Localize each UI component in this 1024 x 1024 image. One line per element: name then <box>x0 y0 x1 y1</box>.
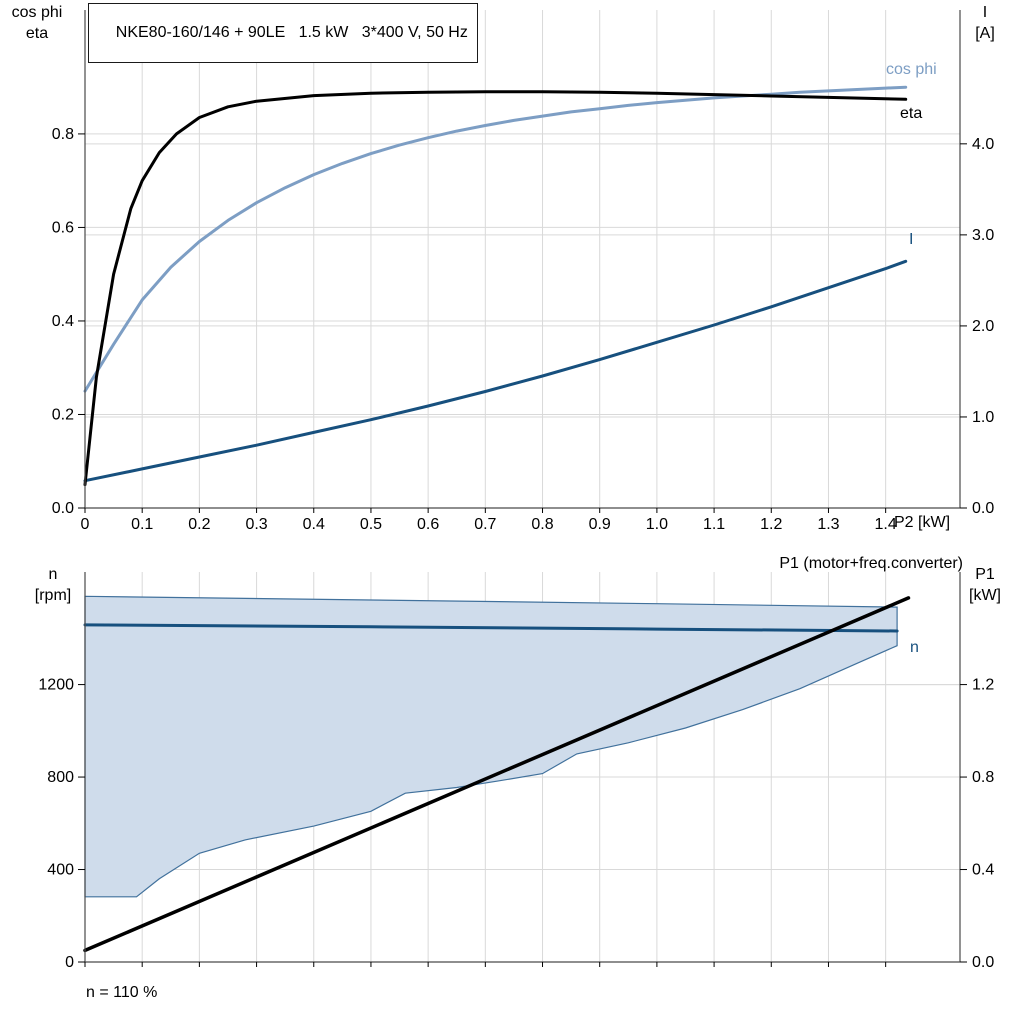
y-tick-label: 0.2 <box>52 406 74 423</box>
top-chart: 0 0.1 0.2 0.3 0.4 0.5 0.6 0.7 0.8 0.9 1.0 1.1 1.2 1.3… <box>52 10 994 533</box>
ampere-unit-label: [A] <box>975 25 995 42</box>
eta-curve-label: eta <box>900 105 923 122</box>
x-axis-title: P2 [kW] <box>894 514 951 531</box>
kw-unit-label: [kW] <box>969 587 1001 604</box>
y-tick-label: 2.0 <box>972 318 994 335</box>
curve-cos-phi <box>83 85 908 393</box>
bottom-left-axis-title: n [rpm] <box>22 564 84 606</box>
n-curve-label: n <box>910 639 919 656</box>
y-tick-label: 800 <box>47 769 74 786</box>
x-tick-label: 0.2 <box>188 516 210 533</box>
bottom-right-axis-title: P1 [kW] <box>960 564 1010 606</box>
y-tick-label: 0.6 <box>52 219 74 236</box>
cos-phi-curve-label: cos phi <box>886 61 937 78</box>
x-tick-label: 0.7 <box>474 516 496 533</box>
y-tick-label: 0.8 <box>972 769 994 786</box>
y-tick-label: 0.4 <box>52 313 74 330</box>
speed-axis-label: n <box>48 566 58 583</box>
y-tick-label: 400 <box>47 862 74 879</box>
curve-p1 <box>83 596 911 953</box>
y-tick-label: 1.0 <box>972 409 994 426</box>
current-curve-label: I <box>909 231 914 248</box>
y-tick-label: 0.4 <box>972 862 994 879</box>
y-tick-label: 1.2 <box>972 677 994 694</box>
y-tick-label: 0 <box>65 954 74 971</box>
curve-n <box>83 623 899 633</box>
bottom-chart: 0 400 800 1200 0.0 0.4 0.8 1.2 <box>38 572 994 971</box>
x-tick-label: 1.3 <box>817 516 839 533</box>
cos-phi-axis-label: cos phi <box>11 4 63 21</box>
chart-title-box: NKE80-160/146 + 90LE 1.5 kW 3*400 V, 50 … <box>88 3 478 63</box>
x-tick-label: 1.2 <box>760 516 782 533</box>
x-tick-label: 0.8 <box>531 516 553 533</box>
x-tick-label: 0.5 <box>360 516 382 533</box>
x-tick-label: 1.0 <box>646 516 668 533</box>
x-tick-label: 0.3 <box>245 516 267 533</box>
y-tick-label: 3.0 <box>972 227 994 244</box>
top-left-axis-title: cos phi eta <box>6 2 68 44</box>
rpm-unit-label: [rpm] <box>34 587 72 604</box>
x-tick-label: 0.9 <box>589 516 611 533</box>
y-tick-label: 0.0 <box>52 500 74 517</box>
y-tick-label: 0.0 <box>972 954 994 971</box>
y-tick-label: 0.0 <box>972 500 994 517</box>
x-tick-label: 0.4 <box>303 516 325 533</box>
x-tick-label: 0.1 <box>131 516 153 533</box>
curve-current <box>83 259 908 483</box>
top-right-axis-title: I [A] <box>962 2 1008 44</box>
y-tick-label: 4.0 <box>972 136 994 153</box>
speed-envelope <box>84 595 898 898</box>
curve-eta <box>83 90 908 487</box>
eta-axis-label: eta <box>25 25 49 42</box>
x-tick-label: 0.6 <box>417 516 439 533</box>
y-tick-label: 1200 <box>38 677 74 694</box>
x-tick-label: 1.1 <box>703 516 725 533</box>
p1-curve-label: P1 (motor+freq.converter) <box>779 555 963 572</box>
current-axis-label: I <box>982 4 988 21</box>
speed-note: n = 110 % <box>86 984 158 1001</box>
x-tick-label: 0 <box>81 516 90 533</box>
y-tick-label: 0.8 <box>52 126 74 143</box>
chart-title: NKE80-160/146 + 90LE 1.5 kW 3*400 V, 50 … <box>115 24 468 41</box>
p1-axis-label: P1 <box>975 566 995 583</box>
x-tick-label: 1.4 <box>875 516 897 533</box>
